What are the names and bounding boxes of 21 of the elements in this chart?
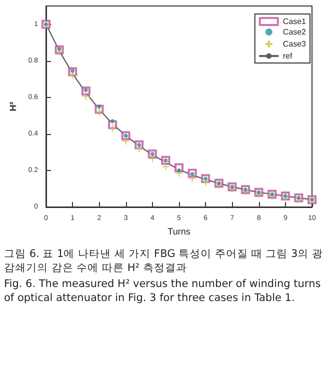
legend-label: Case3 bbox=[282, 40, 307, 48]
point bbox=[177, 168, 181, 172]
point bbox=[148, 154, 156, 163]
y-axis-title: H² bbox=[8, 102, 18, 112]
legend-label: Case1 bbox=[282, 17, 307, 26]
point bbox=[95, 108, 104, 116]
caption: 그림 6. 표 1에 나타낸 세 가지 FBG 특성이 주어질 때 그림 3의 광 감쇄기의 감은 수에 따른 H² 측정결과 bbox=[3, 247, 324, 275]
point bbox=[202, 178, 210, 186]
legend-label: ref bbox=[282, 52, 293, 60]
legend-label: Case2 bbox=[282, 28, 307, 36]
point bbox=[82, 92, 90, 100]
point bbox=[122, 137, 130, 146]
point bbox=[162, 162, 170, 171]
point bbox=[108, 124, 116, 132]
point bbox=[68, 71, 77, 80]
point bbox=[135, 144, 144, 153]
x-axis-title: Turns bbox=[168, 226, 191, 236]
point bbox=[188, 174, 196, 183]
point bbox=[110, 119, 114, 124]
caption: Fig. 6. The measured H² versus the number of winding turns of optical attenuator in Fig. 3 for three cases in Table 1. bbox=[3, 277, 322, 305]
point bbox=[97, 104, 102, 108]
